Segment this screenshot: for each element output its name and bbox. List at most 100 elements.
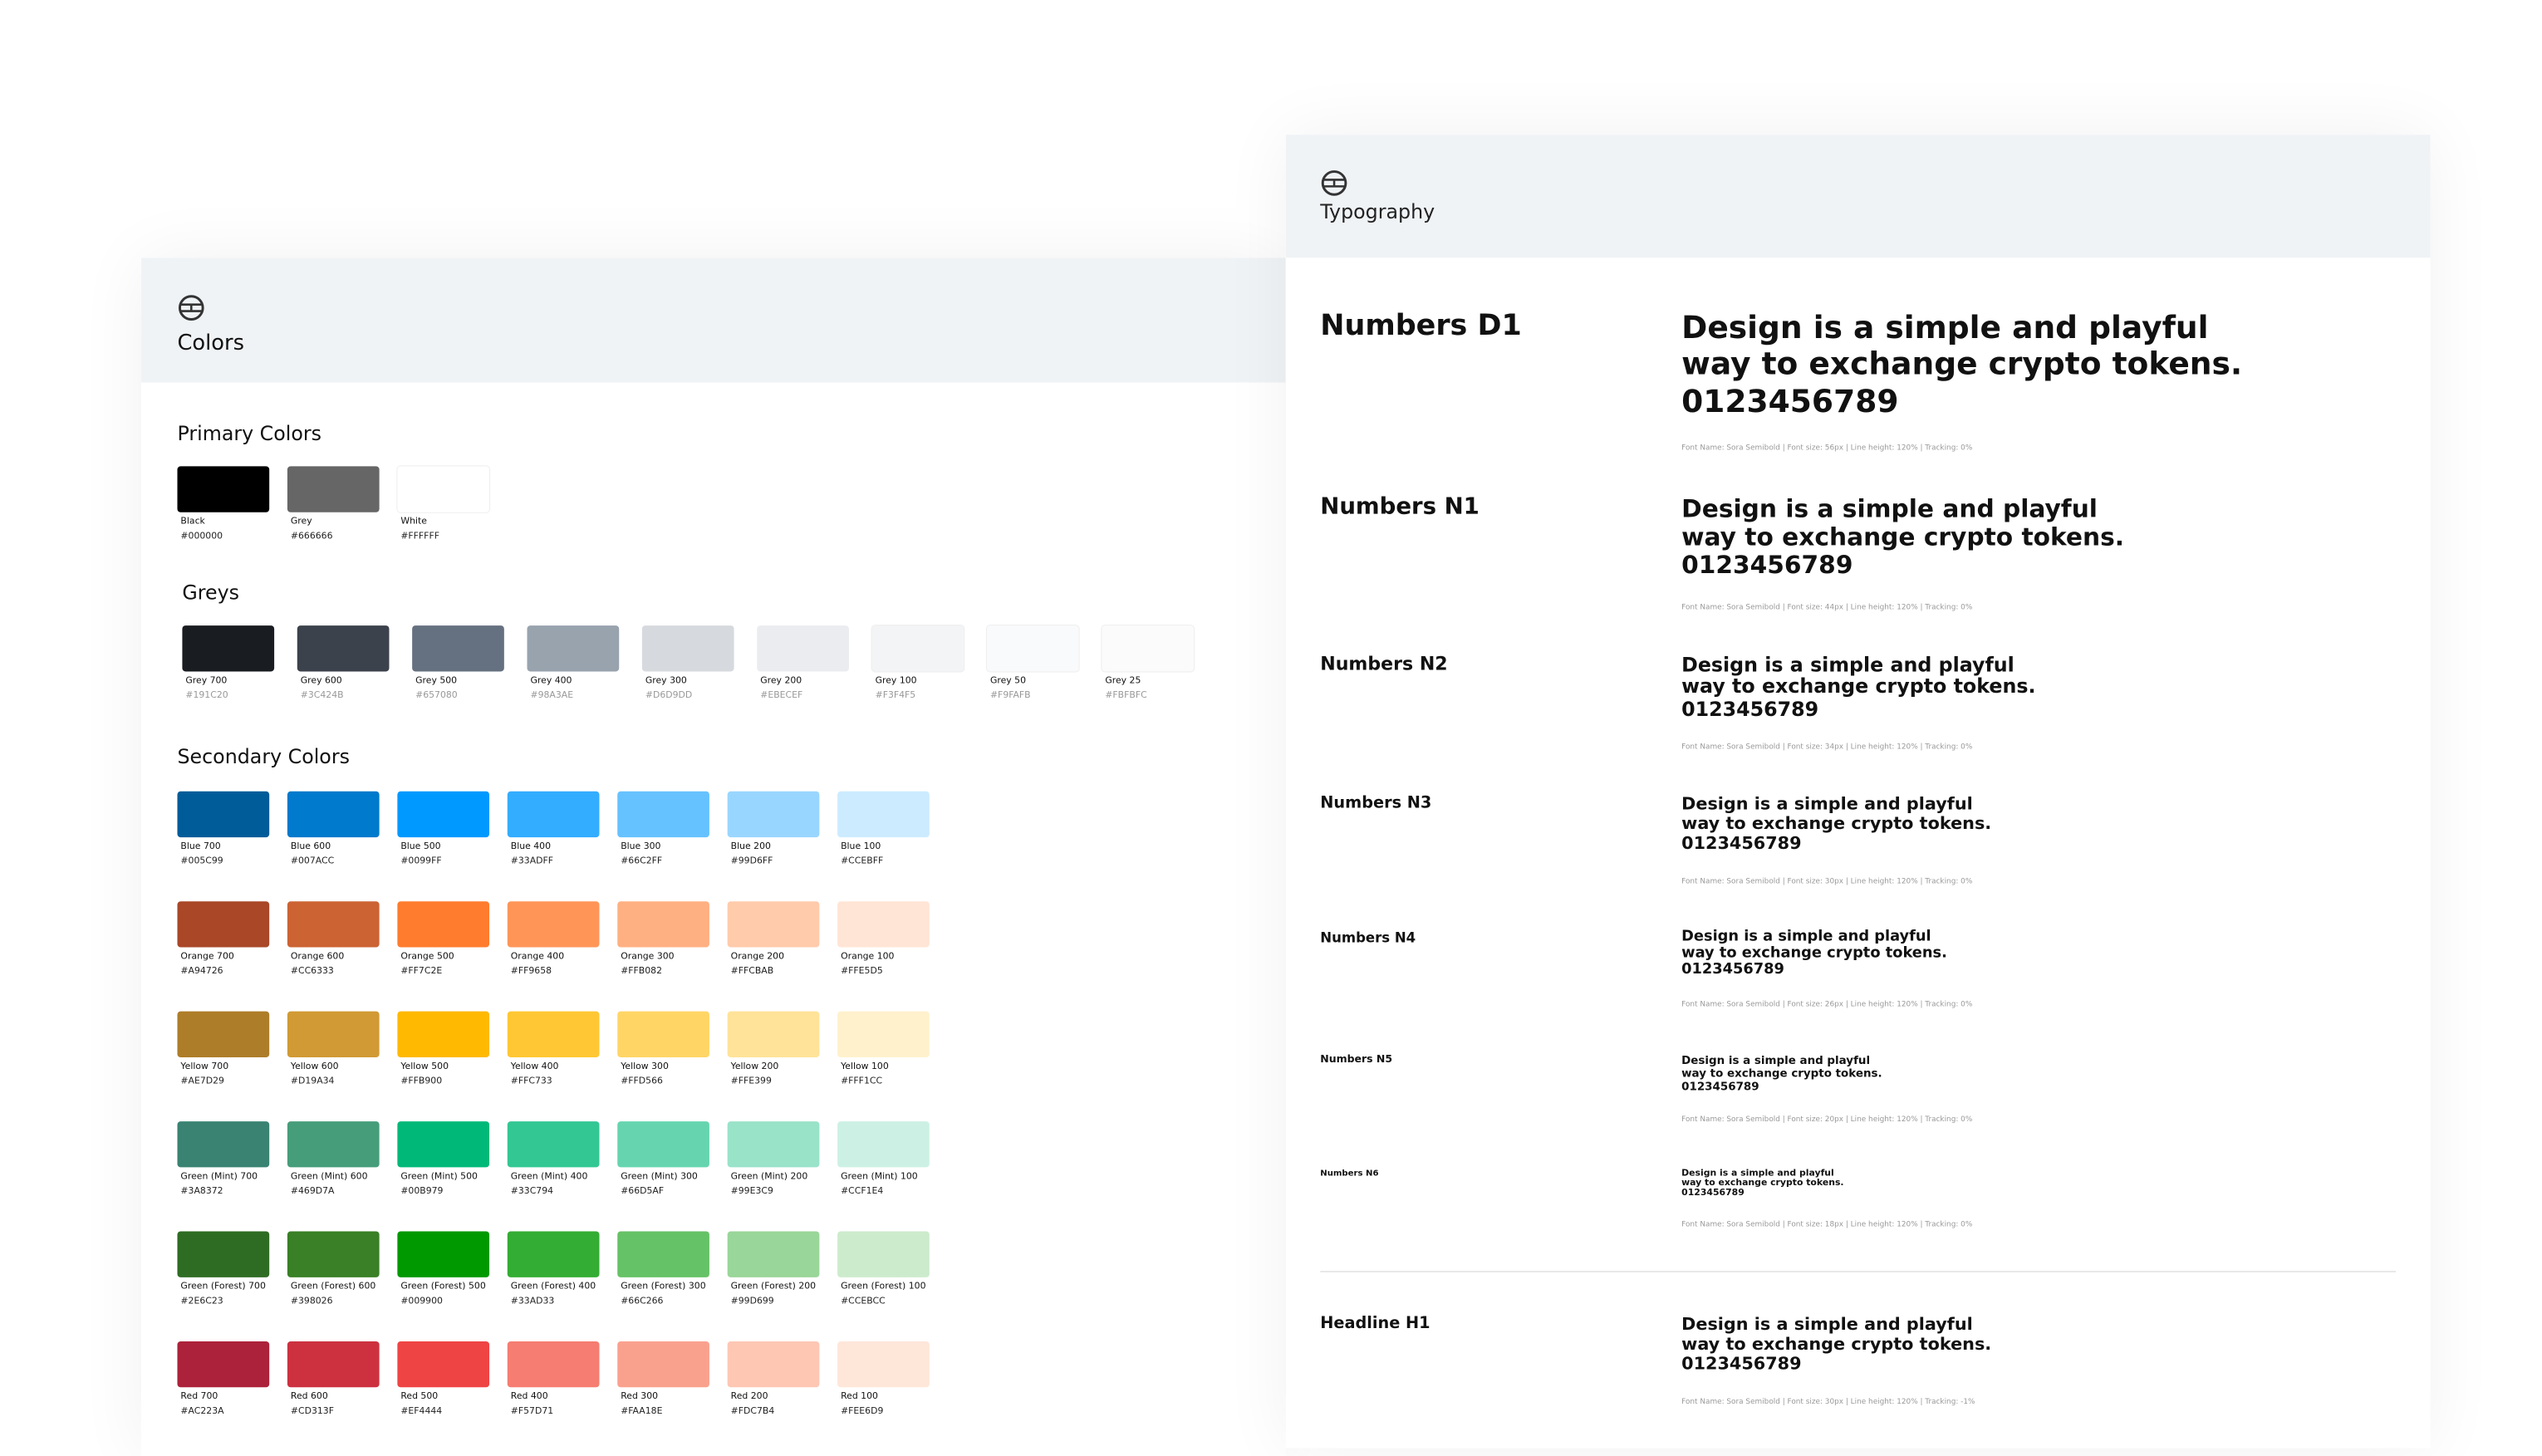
sample-line: way to exchange crypto tokens.	[1681, 813, 1992, 834]
sample-line: way to exchange crypto tokens.	[1681, 522, 2125, 552]
swatch-hex: #CCEBCC	[841, 1297, 886, 1307]
swatch-hex: #FFFFFF	[400, 532, 439, 542]
color-swatch	[177, 791, 270, 838]
sample-line: 0123456789	[1681, 1354, 1802, 1374]
swatch-name: Yellow 200	[730, 1061, 779, 1072]
swatch-hex: #66C2FF	[621, 856, 663, 867]
swatch-name: Orange 500	[400, 952, 454, 963]
color-swatch	[837, 1121, 930, 1168]
swatch-hex: #FF9658	[510, 967, 552, 978]
sample-line: way to exchange crypto tokens.	[1681, 1178, 1844, 1189]
style-name: Numbers D1	[1320, 309, 1522, 343]
swatch-hex: #FEE6D9	[841, 1407, 884, 1417]
swatch-hex: #398026	[290, 1297, 333, 1307]
sample-line: way to exchange crypto tokens.	[1681, 675, 2036, 699]
sample-line: Design is a simple and playful	[1681, 1168, 1834, 1179]
color-swatch	[507, 1231, 600, 1277]
swatch-name: Red 600	[290, 1392, 328, 1403]
color-swatch	[641, 625, 734, 672]
typography-title: Typography	[1320, 200, 1435, 223]
color-swatch	[397, 1341, 490, 1388]
swatch-hex: #469D7A	[290, 1187, 335, 1198]
color-swatch	[287, 901, 380, 948]
spec-text: Font Name: Sora Semibold | Font size: 44…	[1681, 604, 1973, 613]
sample-line: Design is a simple and playful	[1681, 929, 1931, 945]
color-swatch	[287, 1121, 380, 1168]
color-swatch	[177, 901, 270, 948]
swatch-name: Red 100	[841, 1392, 878, 1403]
swatch-name: Orange 600	[290, 952, 345, 963]
swatch-hex: #AE7D29	[180, 1076, 225, 1087]
color-swatch	[727, 1121, 820, 1168]
swatch-name: Green (Mint) 200	[730, 1172, 808, 1183]
swatch-name: Grey 700	[185, 676, 228, 687]
swatch-name: White	[400, 517, 427, 527]
swatch-name: Grey 400	[530, 676, 572, 687]
swatch-hex: #000000	[180, 532, 223, 542]
color-swatch	[177, 1231, 270, 1277]
color-swatch	[727, 1231, 820, 1277]
color-swatch	[837, 1341, 930, 1388]
typography-header: Typography	[1285, 135, 2431, 258]
swatch-name: Green (Forest) 100	[841, 1282, 926, 1292]
swatch-name: Grey 100	[875, 676, 917, 687]
swatch-name: Blue 200	[730, 842, 771, 852]
swatch-hex: #005C99	[180, 856, 223, 867]
swatch-name: Orange 100	[841, 952, 895, 963]
swatch-name: Blue 700	[180, 842, 221, 852]
sample-line: way to exchange crypto tokens.	[1681, 944, 1947, 962]
sample-line: way to exchange crypto tokens.	[1681, 1066, 1882, 1081]
color-swatch	[617, 1231, 709, 1277]
swatch-hex: #FFC733	[510, 1076, 552, 1087]
spec-text: Font Name: Sora Semibold | Font size: 18…	[1681, 1221, 1973, 1230]
color-swatch	[397, 1231, 490, 1277]
swatch-hex: #3C424B	[300, 691, 344, 702]
color-swatch	[527, 625, 620, 672]
swatch-name: Yellow 400	[510, 1061, 559, 1072]
swatch-hex: #FFCBAB	[730, 967, 774, 978]
sample-line: way to exchange crypto tokens.	[1681, 346, 2243, 383]
swatch-hex: #FFD566	[621, 1076, 663, 1087]
style-name: Numbers N6	[1320, 1168, 1379, 1179]
spec-text: Font Name: Sora Semibold | Font size: 56…	[1681, 444, 1973, 453]
color-swatch	[837, 1231, 930, 1277]
swatch-name: Green (Forest) 600	[290, 1282, 376, 1292]
swatch-name: Orange 400	[510, 952, 565, 963]
swatch-hex: #FAA18E	[621, 1407, 663, 1417]
color-swatch	[397, 901, 490, 948]
color-swatch	[297, 625, 390, 672]
color-swatch	[287, 1341, 380, 1388]
swatch-hex: #FFF1CC	[841, 1076, 883, 1087]
swatch-hex: #FBFBFC	[1105, 691, 1147, 702]
colors-header: Colors	[140, 257, 1286, 383]
swatch-name: Orange 300	[621, 952, 675, 963]
style-name: Numbers N2	[1320, 653, 1448, 675]
swatch-name: Green (Forest) 700	[180, 1282, 266, 1292]
swatch-hex: #AC223A	[180, 1407, 224, 1417]
swatch-name: Yellow 300	[621, 1061, 669, 1072]
swatch-hex: #FFE399	[730, 1076, 772, 1087]
swatch-name: Red 300	[621, 1392, 659, 1403]
swatch-hex: #666666	[290, 532, 333, 542]
sample-line: Design is a simple and playful	[1681, 653, 2014, 676]
sample-line: 0123456789	[1681, 833, 1802, 854]
swatch-name: Blue 600	[290, 842, 331, 852]
spec-text: Font Name: Sora Semibold | Font size: 30…	[1681, 878, 1973, 887]
swatch-name: Grey 50	[989, 676, 1027, 687]
style-name: Headline H1	[1320, 1314, 1430, 1333]
swatch-hex: #FF7C2E	[400, 967, 443, 978]
swatch-hex: #99D699	[730, 1297, 774, 1307]
swatch-name: Red 400	[510, 1392, 548, 1403]
spec-text: Font Name: Sora Semibold | Font size: 26…	[1681, 1001, 1973, 1010]
swatch-name: Yellow 500	[400, 1061, 449, 1072]
color-swatch	[397, 1121, 490, 1168]
sample-line: 0123456789	[1681, 961, 1784, 978]
swatch-name: Grey	[290, 517, 312, 527]
logo-icon	[1321, 170, 1347, 196]
swatch-hex: #CCF1E4	[841, 1187, 884, 1198]
color-swatch	[837, 1011, 930, 1057]
color-swatch	[871, 625, 964, 672]
swatch-hex: #CD313F	[290, 1407, 334, 1417]
typography-panel: Typography Numbers D1 Design is a simple …	[1285, 135, 2431, 1449]
